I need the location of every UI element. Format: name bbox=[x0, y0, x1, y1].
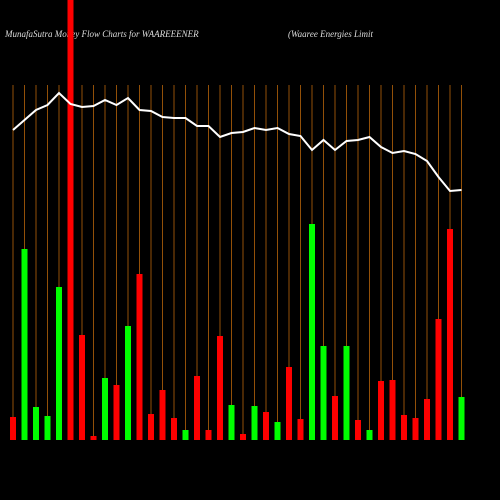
bar bbox=[171, 418, 177, 440]
chart-subtitle: (Waaree Energies Limit bbox=[288, 29, 373, 39]
bar bbox=[10, 417, 16, 440]
bar bbox=[274, 422, 281, 440]
bar bbox=[182, 430, 189, 440]
bar bbox=[159, 390, 166, 440]
bar bbox=[136, 274, 143, 440]
bar bbox=[44, 416, 51, 440]
bar bbox=[148, 414, 154, 440]
bar bbox=[217, 336, 223, 440]
bar bbox=[228, 405, 235, 440]
bar bbox=[309, 224, 315, 440]
bar bbox=[435, 319, 442, 440]
bar bbox=[21, 249, 28, 440]
bar bbox=[389, 380, 396, 440]
bar bbox=[378, 381, 384, 440]
bar bbox=[125, 326, 131, 440]
bar bbox=[67, 0, 74, 440]
bar bbox=[113, 385, 120, 440]
bar bbox=[90, 436, 97, 440]
bar bbox=[332, 396, 338, 440]
bar bbox=[194, 376, 200, 440]
bar bbox=[240, 434, 246, 440]
bar bbox=[205, 430, 212, 440]
bar bbox=[458, 397, 465, 440]
bar bbox=[263, 412, 269, 440]
bar bbox=[366, 430, 373, 440]
bar bbox=[102, 378, 108, 440]
bar bbox=[424, 399, 430, 440]
bar bbox=[447, 229, 453, 440]
bar bbox=[56, 287, 62, 440]
bar bbox=[251, 406, 258, 440]
bar bbox=[355, 420, 361, 440]
bar bbox=[33, 407, 39, 440]
bar bbox=[297, 419, 304, 440]
bar bbox=[343, 346, 350, 440]
bar bbox=[286, 367, 292, 440]
bar bbox=[79, 335, 85, 440]
money-flow-line bbox=[12, 91, 462, 193]
bar bbox=[401, 415, 407, 440]
bar bbox=[412, 418, 419, 440]
chart-title: MunafaSutra Money Flow Charts for WAAREE… bbox=[4, 29, 199, 39]
bar bbox=[320, 346, 327, 440]
